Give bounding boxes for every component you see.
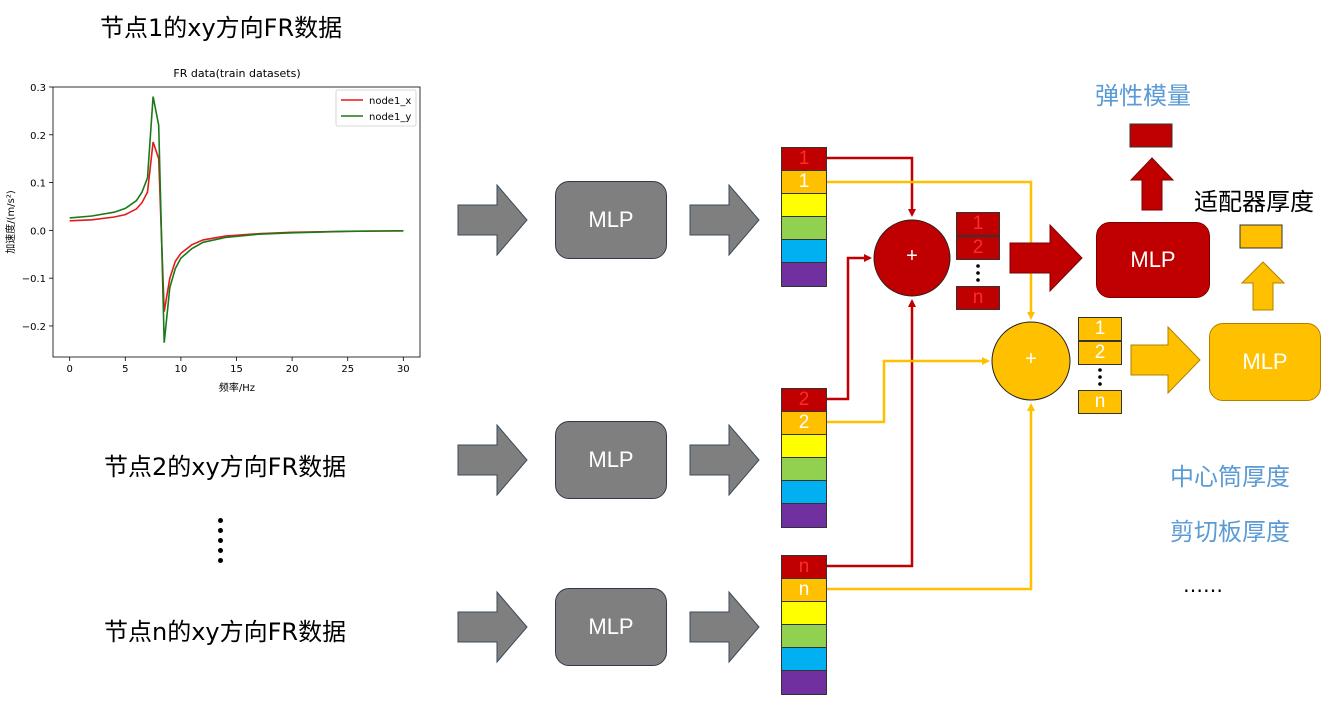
x-tick-label: 0 xyxy=(66,364,72,375)
red-line-n xyxy=(825,299,916,568)
y-tick-label: 0.0 xyxy=(30,226,46,237)
vector-cell-red: 2 xyxy=(782,389,826,412)
legend-label-node1-y: node1_y xyxy=(369,112,411,123)
mlp-node1: MLP xyxy=(555,181,667,259)
vector-cell-blue xyxy=(782,481,826,504)
node2-heading: 节点2的xy方向FR数据 xyxy=(104,453,347,481)
gold-output-box xyxy=(1239,224,1283,249)
chart-ylabel: 加速度/(m/s²) xyxy=(4,190,17,254)
vector-cell-red: n xyxy=(782,556,826,579)
gray-arrow-3a xyxy=(457,590,528,664)
y-tick-label: 0.3 xyxy=(30,83,46,94)
vector-cell-yellow xyxy=(782,435,826,458)
embedding-vector-node2: 2 2 xyxy=(781,388,827,528)
y-tick-label: 0.2 xyxy=(30,131,46,142)
red-output-box xyxy=(1129,123,1173,148)
shear-plate-thickness-label: 剪切板厚度 xyxy=(1170,518,1290,546)
y-tick-label: −0.2 xyxy=(22,322,46,333)
fr-chart: FR data(train datasets) 0 5 10 15 20 25 30 −0.2… xyxy=(4,67,421,394)
gold-stack-dot xyxy=(1098,382,1102,386)
vertical-ellipsis xyxy=(218,518,224,568)
x-tick-label: 25 xyxy=(341,364,354,375)
gray-arrow-1a xyxy=(457,183,528,257)
series-line-node1-y xyxy=(69,96,404,343)
outputs-ellipsis: …… xyxy=(1183,573,1223,597)
vector-cell-blue xyxy=(782,240,826,263)
vector-cell-red: 1 xyxy=(782,148,826,171)
gold-stack-cell-2: 2 xyxy=(1078,341,1122,365)
noden-heading: 节点n的xy方向FR数据 xyxy=(104,618,347,646)
gold-sum-circle xyxy=(991,321,1071,401)
vector-cell-gold: 1 xyxy=(782,171,826,194)
mlp-noden: MLP xyxy=(555,588,667,666)
red-line-2 xyxy=(825,254,872,401)
gold-up-arrow xyxy=(1240,261,1286,311)
gold-stack-dot xyxy=(1098,375,1102,379)
gold-stack-dot xyxy=(1098,368,1102,372)
x-tick-label: 15 xyxy=(230,364,243,375)
red-block-arrow xyxy=(1009,223,1083,293)
y-tick-label: 0.1 xyxy=(30,179,46,190)
mlp-gold-head: MLP xyxy=(1209,323,1321,401)
red-stack-dot xyxy=(976,264,980,268)
chart-title: FR data(train datasets) xyxy=(173,67,300,80)
vector-cell-green xyxy=(782,217,826,240)
y-tick-label: −0.1 xyxy=(22,274,46,285)
red-up-arrow xyxy=(1129,157,1175,211)
red-sum-circle xyxy=(873,219,951,297)
chart-legend: node1_x node1_y xyxy=(335,89,417,127)
node1-heading: 节点1的xy方向FR数据 xyxy=(100,14,343,42)
red-line-1 xyxy=(825,156,916,217)
red-stack-cell-n: n xyxy=(956,286,1000,310)
vector-cell-yellow xyxy=(782,602,826,625)
gray-arrow-3b xyxy=(689,590,760,664)
legend-label-node1-x: node1_x xyxy=(369,96,411,107)
chart-xlabel: 频率/Hz xyxy=(219,381,255,394)
adapter-thickness-label: 适配器厚度 xyxy=(1194,188,1314,216)
vector-cell-yellow xyxy=(782,194,826,217)
red-stack-dot xyxy=(976,278,980,282)
gray-arrow-1b xyxy=(689,183,760,257)
mlp-red-head: MLP xyxy=(1096,222,1210,298)
vector-cell-gold: n xyxy=(782,579,826,602)
gold-sum-plus: + xyxy=(1025,348,1037,370)
elastic-modulus-label: 弹性模量 xyxy=(1095,82,1191,110)
mlp-node2: MLP xyxy=(555,421,667,499)
x-tick-label: 20 xyxy=(286,364,299,375)
gold-stack-cell-1: 1 xyxy=(1078,317,1122,341)
x-tick-label: 30 xyxy=(397,364,410,375)
vector-cell-purple xyxy=(782,504,826,527)
vector-cell-purple xyxy=(782,671,826,694)
embedding-vector-noden: n n xyxy=(781,555,827,695)
embedding-vector-node1: 1 1 xyxy=(781,147,827,287)
core-tube-thickness-label: 中心筒厚度 xyxy=(1170,463,1290,491)
red-sum-plus: + xyxy=(906,245,918,267)
vector-cell-purple xyxy=(782,263,826,286)
vector-cell-gold: 2 xyxy=(782,412,826,435)
gold-block-arrow xyxy=(1130,325,1201,395)
gold-line-n xyxy=(825,403,1035,591)
red-stack-cell-1: 1 xyxy=(956,212,1000,236)
red-stack-cell-2: 2 xyxy=(956,236,1000,260)
x-tick-label: 10 xyxy=(175,364,188,375)
vector-cell-green xyxy=(782,625,826,648)
gray-arrow-2b xyxy=(689,423,760,497)
vector-cell-blue xyxy=(782,648,826,671)
vector-cell-green xyxy=(782,458,826,481)
x-tick-label: 5 xyxy=(122,364,128,375)
gray-arrow-2a xyxy=(457,423,528,497)
gold-line-2 xyxy=(825,357,990,424)
gold-stack-cell-n: n xyxy=(1078,390,1122,414)
red-stack-dot xyxy=(976,271,980,275)
